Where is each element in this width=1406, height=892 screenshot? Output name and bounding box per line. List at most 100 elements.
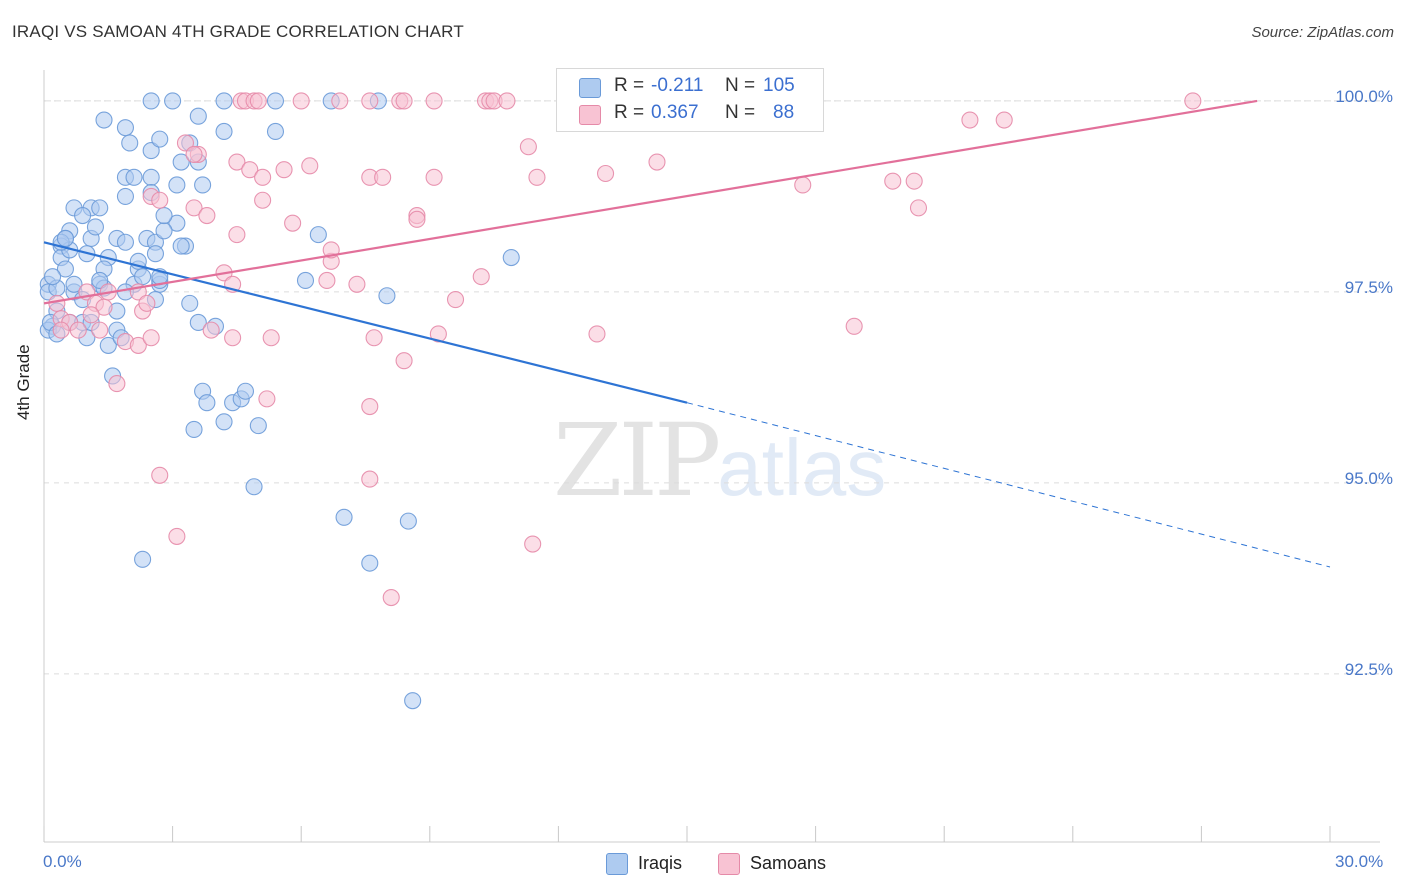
trend-lines [43,99,1331,568]
samoans-point [425,92,443,110]
iraqis-point [116,233,134,251]
iraqis-point [168,176,186,194]
samoans-point [408,210,426,228]
iraqis-point [134,268,152,286]
samoans-point [365,329,383,347]
iraqis-point [142,168,160,186]
samoans-point [361,92,379,110]
n-value: 105 [763,75,795,96]
iraqis-point [245,478,263,496]
iraqis-point [134,550,152,568]
r-label: R = [614,102,645,123]
iraqis-point [74,206,92,225]
samoans-point [528,168,546,186]
samoans-point [292,92,310,110]
samoans-point [262,329,280,347]
iraqis-point [91,271,109,290]
samoans-point [995,111,1013,129]
iraqis-point [151,130,169,148]
samoans-point [108,375,126,393]
iraqis-swatch [579,78,601,98]
samoans-point [382,588,400,607]
samoans-point [374,168,392,186]
legend-label: Samoans [750,853,827,873]
samoans-point [284,214,302,232]
samoans-point [909,199,928,217]
samoans-point [224,329,242,347]
x-tick-label: 30.0% [1335,852,1384,871]
samoans-point [395,352,413,370]
iraqis-point [266,122,285,141]
samoans-point [446,291,465,309]
samoans-point [498,92,516,110]
samoans-point [331,92,349,110]
samoans-point [1184,92,1202,110]
samoans-point [129,336,147,354]
n-value: 88 [773,102,795,123]
watermark: ZIPatlas [553,402,886,519]
samoans-point [425,168,443,186]
iraqis-point [296,271,315,290]
samoans-point [198,206,216,225]
iraqis-point [44,268,62,286]
samoans-point [185,145,203,163]
samoans-point [429,325,447,343]
samoans-point [228,153,246,171]
samoans-point [254,191,272,209]
iraqis-point [189,313,207,332]
iraqis-point [502,248,520,267]
samoans-point [361,470,379,488]
iraqis-point [99,336,117,354]
samoans-point [472,268,490,286]
samoans-point [151,466,169,484]
iraqis-point [121,134,139,152]
n-label: N = [725,75,756,96]
y-tick-label: 100.0% [1335,87,1393,106]
iraqis-point [181,294,199,312]
iraqis-point [378,287,396,305]
iraqis-point [198,394,216,412]
iraqis-point [155,222,173,240]
iraqis-point [116,187,134,205]
iraqis-point [56,229,74,247]
watermark-atlas: atlas [717,423,887,512]
iraqis-point [164,92,182,110]
data-points [39,92,1202,710]
iraqis-point [116,119,134,137]
samoans-point [151,191,169,209]
iraqis-trend-line [43,241,688,404]
y-axis-label: 4th Grade [14,344,33,420]
iraqis-point [172,237,190,255]
samoans-point [258,390,276,408]
x-tick-label: 0.0% [43,852,82,871]
samoans-point [519,138,537,156]
samoans-point [275,161,293,179]
samoans-point [69,321,87,339]
watermark-zip: ZIP [553,402,721,519]
y-tick-label: 92.5% [1344,660,1393,679]
samoans-point [524,535,542,553]
iraqis-point [215,122,233,141]
iraqis-point [215,92,233,110]
iraqis-point [399,512,417,530]
samoans-point [52,321,70,339]
r-value: 0.367 [651,102,699,123]
iraqis-point [266,92,285,110]
iraqis-point [155,206,173,225]
iraqis-point [309,226,327,244]
iraqis-point [404,692,422,710]
samoans-legend-swatch [718,853,740,875]
source-label: Source: ZipAtlas.com [1251,24,1394,41]
iraqis-point [86,218,104,236]
iraqis-point [185,420,203,438]
samoans-point [361,397,379,416]
iraqis-point [125,168,143,186]
axes [43,70,1380,843]
samoans-point [318,271,336,290]
samoans-point [82,306,100,324]
samoans-point [961,111,979,129]
iraqis-trend-extension [686,402,1331,568]
iraqis-point [95,111,113,129]
iraqis-point [168,214,186,232]
stats-box: R = -0.211 N = 105 R = 0.367 N = 88 [556,68,824,132]
